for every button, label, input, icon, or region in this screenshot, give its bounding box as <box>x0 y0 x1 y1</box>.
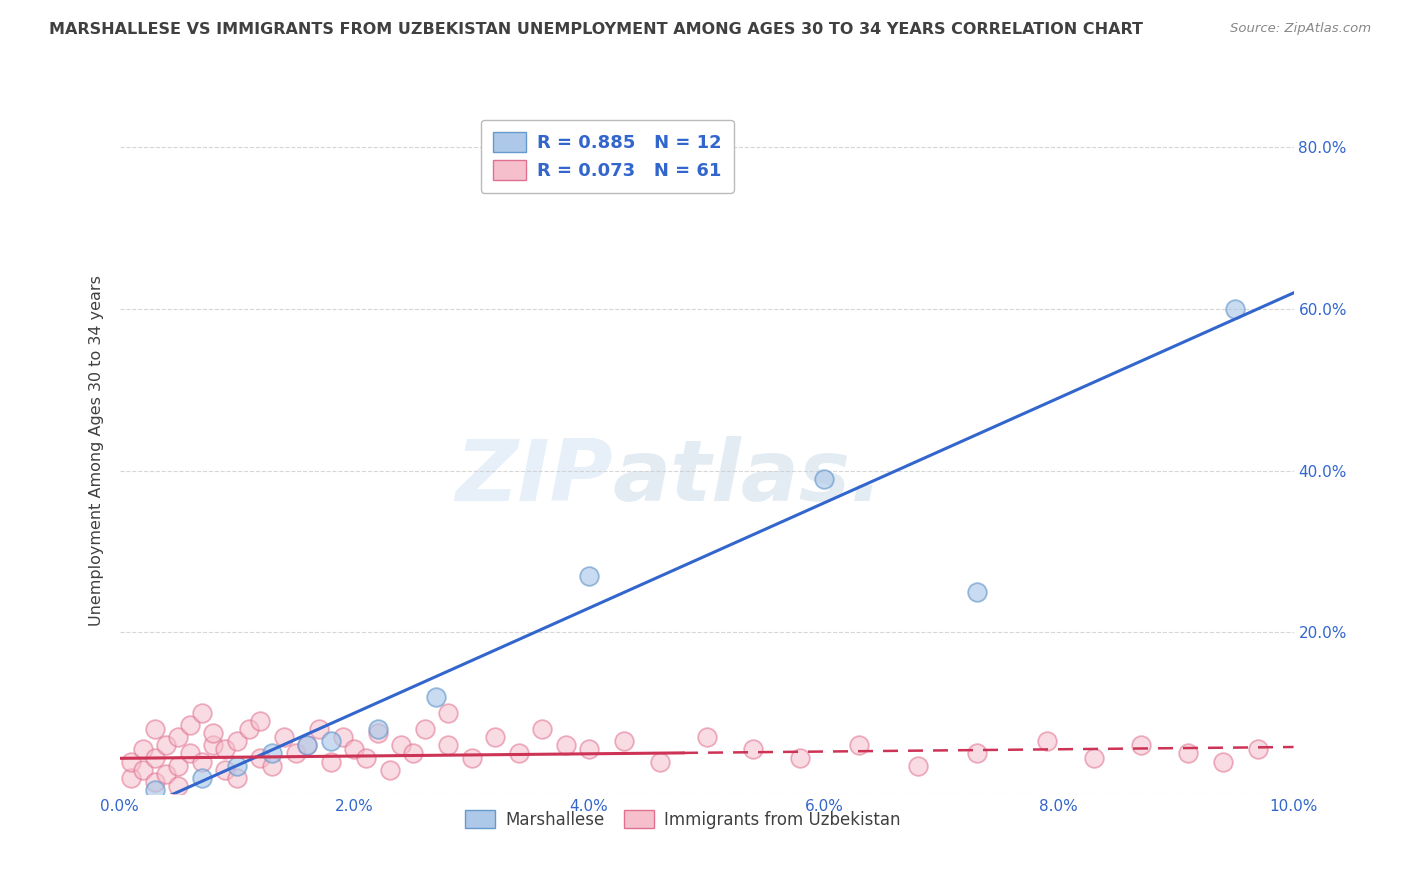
Point <box>202 739 225 753</box>
Point <box>437 706 460 720</box>
Point <box>167 779 190 793</box>
Point <box>190 706 212 720</box>
Point <box>437 739 460 753</box>
Point <box>1129 739 1152 753</box>
Point <box>273 731 295 745</box>
Point <box>179 718 201 732</box>
Point <box>190 771 212 785</box>
Point <box>742 742 765 756</box>
Point <box>167 758 190 772</box>
Point <box>648 755 671 769</box>
Point <box>225 771 249 785</box>
Point <box>143 774 166 789</box>
Point <box>343 742 366 756</box>
Point <box>966 747 988 761</box>
Point <box>297 739 319 753</box>
Point <box>508 747 530 761</box>
Point <box>848 739 870 753</box>
Text: MARSHALLESE VS IMMIGRANTS FROM UZBEKISTAN UNEMPLOYMENT AMONG AGES 30 TO 34 YEARS: MARSHALLESE VS IMMIGRANTS FROM UZBEKISTA… <box>49 22 1143 37</box>
Point <box>155 739 177 753</box>
Point <box>789 750 811 764</box>
Point <box>425 690 447 704</box>
Point <box>1036 734 1059 748</box>
Point <box>249 714 271 728</box>
Point <box>378 763 401 777</box>
Point <box>1223 301 1246 316</box>
Point <box>696 731 718 745</box>
Text: ZIP: ZIP <box>456 436 613 519</box>
Point <box>120 755 142 769</box>
Point <box>813 472 835 486</box>
Point <box>1212 755 1234 769</box>
Point <box>1247 742 1270 756</box>
Point <box>319 734 342 748</box>
Point <box>284 747 307 761</box>
Point <box>308 723 330 737</box>
Point <box>155 766 177 780</box>
Point <box>214 763 236 777</box>
Point <box>613 734 636 748</box>
Point <box>297 739 319 753</box>
Point <box>332 731 354 745</box>
Y-axis label: Unemployment Among Ages 30 to 34 years: Unemployment Among Ages 30 to 34 years <box>89 275 104 626</box>
Point <box>120 771 142 785</box>
Point <box>402 747 425 761</box>
Point <box>531 723 554 737</box>
Point <box>132 763 155 777</box>
Point <box>143 750 166 764</box>
Text: Source: ZipAtlas.com: Source: ZipAtlas.com <box>1230 22 1371 36</box>
Legend: Marshallese, Immigrants from Uzbekistan: Marshallese, Immigrants from Uzbekistan <box>457 802 910 837</box>
Point <box>413 723 436 737</box>
Point <box>202 726 225 740</box>
Point <box>190 755 212 769</box>
Point <box>1177 747 1199 761</box>
Point <box>132 742 155 756</box>
Point <box>578 568 600 582</box>
Point <box>460 750 484 764</box>
Point <box>367 726 389 740</box>
Text: atlas.: atlas. <box>613 436 883 519</box>
Point <box>262 747 284 761</box>
Point <box>179 747 201 761</box>
Point <box>578 742 600 756</box>
Point <box>214 742 236 756</box>
Point <box>225 734 249 748</box>
Point <box>389 739 412 753</box>
Point <box>484 731 506 745</box>
Point <box>143 723 166 737</box>
Point <box>1083 750 1105 764</box>
Point <box>354 750 377 764</box>
Point <box>367 723 389 737</box>
Point <box>238 723 260 737</box>
Point <box>966 585 988 599</box>
Point <box>167 731 190 745</box>
Point <box>554 739 576 753</box>
Point <box>907 758 929 772</box>
Point <box>249 750 271 764</box>
Point <box>319 755 342 769</box>
Point <box>262 758 284 772</box>
Point <box>143 782 166 797</box>
Point <box>225 758 249 772</box>
